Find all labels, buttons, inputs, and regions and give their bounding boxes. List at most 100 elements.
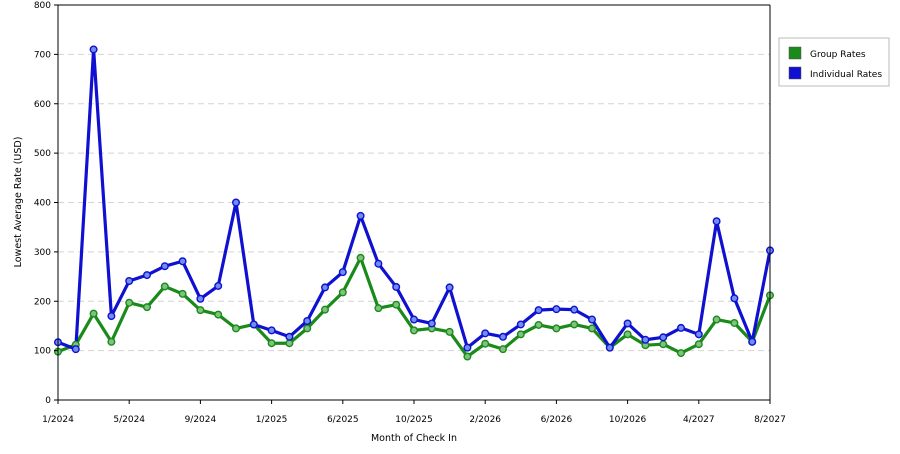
data-point-individual-rates: [71, 345, 80, 354]
x-tick-label: 1/2025: [256, 415, 288, 425]
axes: 0 100 200 300 400 500 600 700 800 1/2024 5/2024 9/2…: [34, 1, 786, 425]
data-point-individual-rates: [427, 319, 436, 328]
data-point-individual-rates: [499, 332, 508, 341]
data-point-group-rates: [694, 340, 703, 349]
data-point-individual-rates: [712, 217, 721, 226]
data-point-individual-rates: [534, 306, 543, 315]
data-point-group-rates: [285, 339, 294, 348]
data-point-individual-rates: [231, 198, 240, 207]
data-points: [54, 45, 775, 361]
data-point-individual-rates: [730, 294, 739, 303]
data-point-individual-rates: [552, 305, 561, 314]
data-point-group-rates: [89, 309, 98, 318]
data-point-group-rates: [392, 300, 401, 309]
data-point-individual-rates: [641, 335, 650, 344]
data-point-individual-rates: [89, 45, 98, 54]
data-point-individual-rates: [623, 319, 632, 328]
data-point-group-rates: [338, 288, 347, 297]
data-point-group-rates: [445, 327, 454, 336]
y-tick-label: 600: [34, 100, 51, 110]
data-point-individual-rates: [267, 326, 276, 335]
data-point-group-rates: [712, 315, 721, 324]
data-point-group-rates: [623, 330, 632, 339]
x-tick-label: 6/2026: [541, 415, 573, 425]
y-tick-label: 500: [34, 149, 51, 159]
data-point-individual-rates: [249, 320, 258, 329]
data-point-group-rates: [481, 339, 490, 348]
legend-label-group-rates: Group Rates: [810, 50, 866, 60]
data-point-group-rates: [196, 306, 205, 315]
data-point-group-rates: [178, 289, 187, 298]
data-point-group-rates: [231, 324, 240, 333]
data-point-group-rates: [321, 305, 330, 314]
legend-label-individual-rates: Individual Rates: [810, 70, 882, 80]
data-point-individual-rates: [659, 333, 668, 342]
data-point-group-rates: [125, 298, 134, 307]
data-point-individual-rates: [160, 262, 169, 271]
data-point-individual-rates: [588, 315, 597, 324]
data-point-individual-rates: [214, 281, 223, 290]
data-point-individual-rates: [356, 211, 365, 220]
y-tick-label: 0: [45, 396, 51, 406]
data-point-group-rates: [730, 318, 739, 327]
data-point-individual-rates: [196, 294, 205, 303]
y-tick-label: 100: [34, 347, 51, 357]
data-point-group-rates: [356, 253, 365, 262]
data-point-individual-rates: [410, 315, 419, 324]
data-point-individual-rates: [125, 277, 134, 286]
data-point-group-rates: [214, 310, 223, 319]
data-point-individual-rates: [303, 317, 312, 326]
data-point-group-rates: [107, 337, 116, 346]
data-point-individual-rates: [677, 323, 686, 332]
data-point-group-rates: [374, 304, 383, 313]
data-point-individual-rates: [107, 312, 116, 321]
data-point-individual-rates: [285, 332, 294, 341]
data-point-individual-rates: [463, 343, 472, 352]
legend: Group Rates Individual Rates: [778, 37, 890, 87]
y-tick-label: 300: [34, 248, 51, 258]
data-point-individual-rates: [445, 283, 454, 292]
x-tick-label: 6/2025: [327, 415, 359, 425]
data-point-group-rates: [534, 320, 543, 329]
data-point-group-rates: [659, 340, 668, 349]
data-point-individual-rates: [321, 283, 330, 292]
data-point-individual-rates: [570, 305, 579, 314]
y-axis-title: Lowest Average Rate (USD): [13, 137, 24, 268]
legend-swatch-group-rates: [788, 46, 802, 60]
series-line-individual-rates: [56, 47, 772, 351]
legend-swatch-individual-rates: [788, 66, 802, 80]
data-point-group-rates: [463, 352, 472, 361]
data-point-individual-rates: [605, 343, 614, 352]
data-point-individual-rates: [374, 259, 383, 268]
data-point-individual-rates: [392, 282, 401, 291]
y-tick-label: 800: [34, 1, 51, 11]
data-point-group-rates: [303, 324, 312, 333]
data-point-group-rates: [677, 349, 686, 358]
data-point-group-rates: [142, 303, 151, 312]
data-point-individual-rates: [338, 268, 347, 277]
x-tick-label: 10/2025: [395, 415, 432, 425]
data-point-group-rates: [552, 324, 561, 333]
data-point-individual-rates: [178, 257, 187, 266]
data-point-group-rates: [499, 345, 508, 354]
data-point-individual-rates: [481, 329, 490, 338]
data-point-group-rates: [410, 326, 419, 335]
data-point-individual-rates: [516, 320, 525, 329]
x-tick-label: 8/2027: [754, 415, 786, 425]
x-tick-label: 10/2026: [609, 415, 647, 425]
x-tick-label: 4/2027: [683, 415, 715, 425]
x-tick-label: 5/2024: [113, 415, 145, 425]
data-point-individual-rates: [748, 337, 757, 346]
data-point-individual-rates: [694, 330, 703, 339]
data-point-group-rates: [267, 339, 276, 348]
y-tick-label: 400: [34, 199, 51, 209]
data-point-group-rates: [588, 324, 597, 333]
x-tick-label: 9/2024: [185, 415, 217, 425]
x-tick-label: 2/2026: [469, 415, 501, 425]
y-tick-label: 200: [34, 297, 51, 307]
y-tick-label: 700: [34, 50, 51, 60]
x-tick-label: 1/2024: [42, 415, 74, 425]
x-axis-title: Month of Check In: [371, 433, 457, 444]
